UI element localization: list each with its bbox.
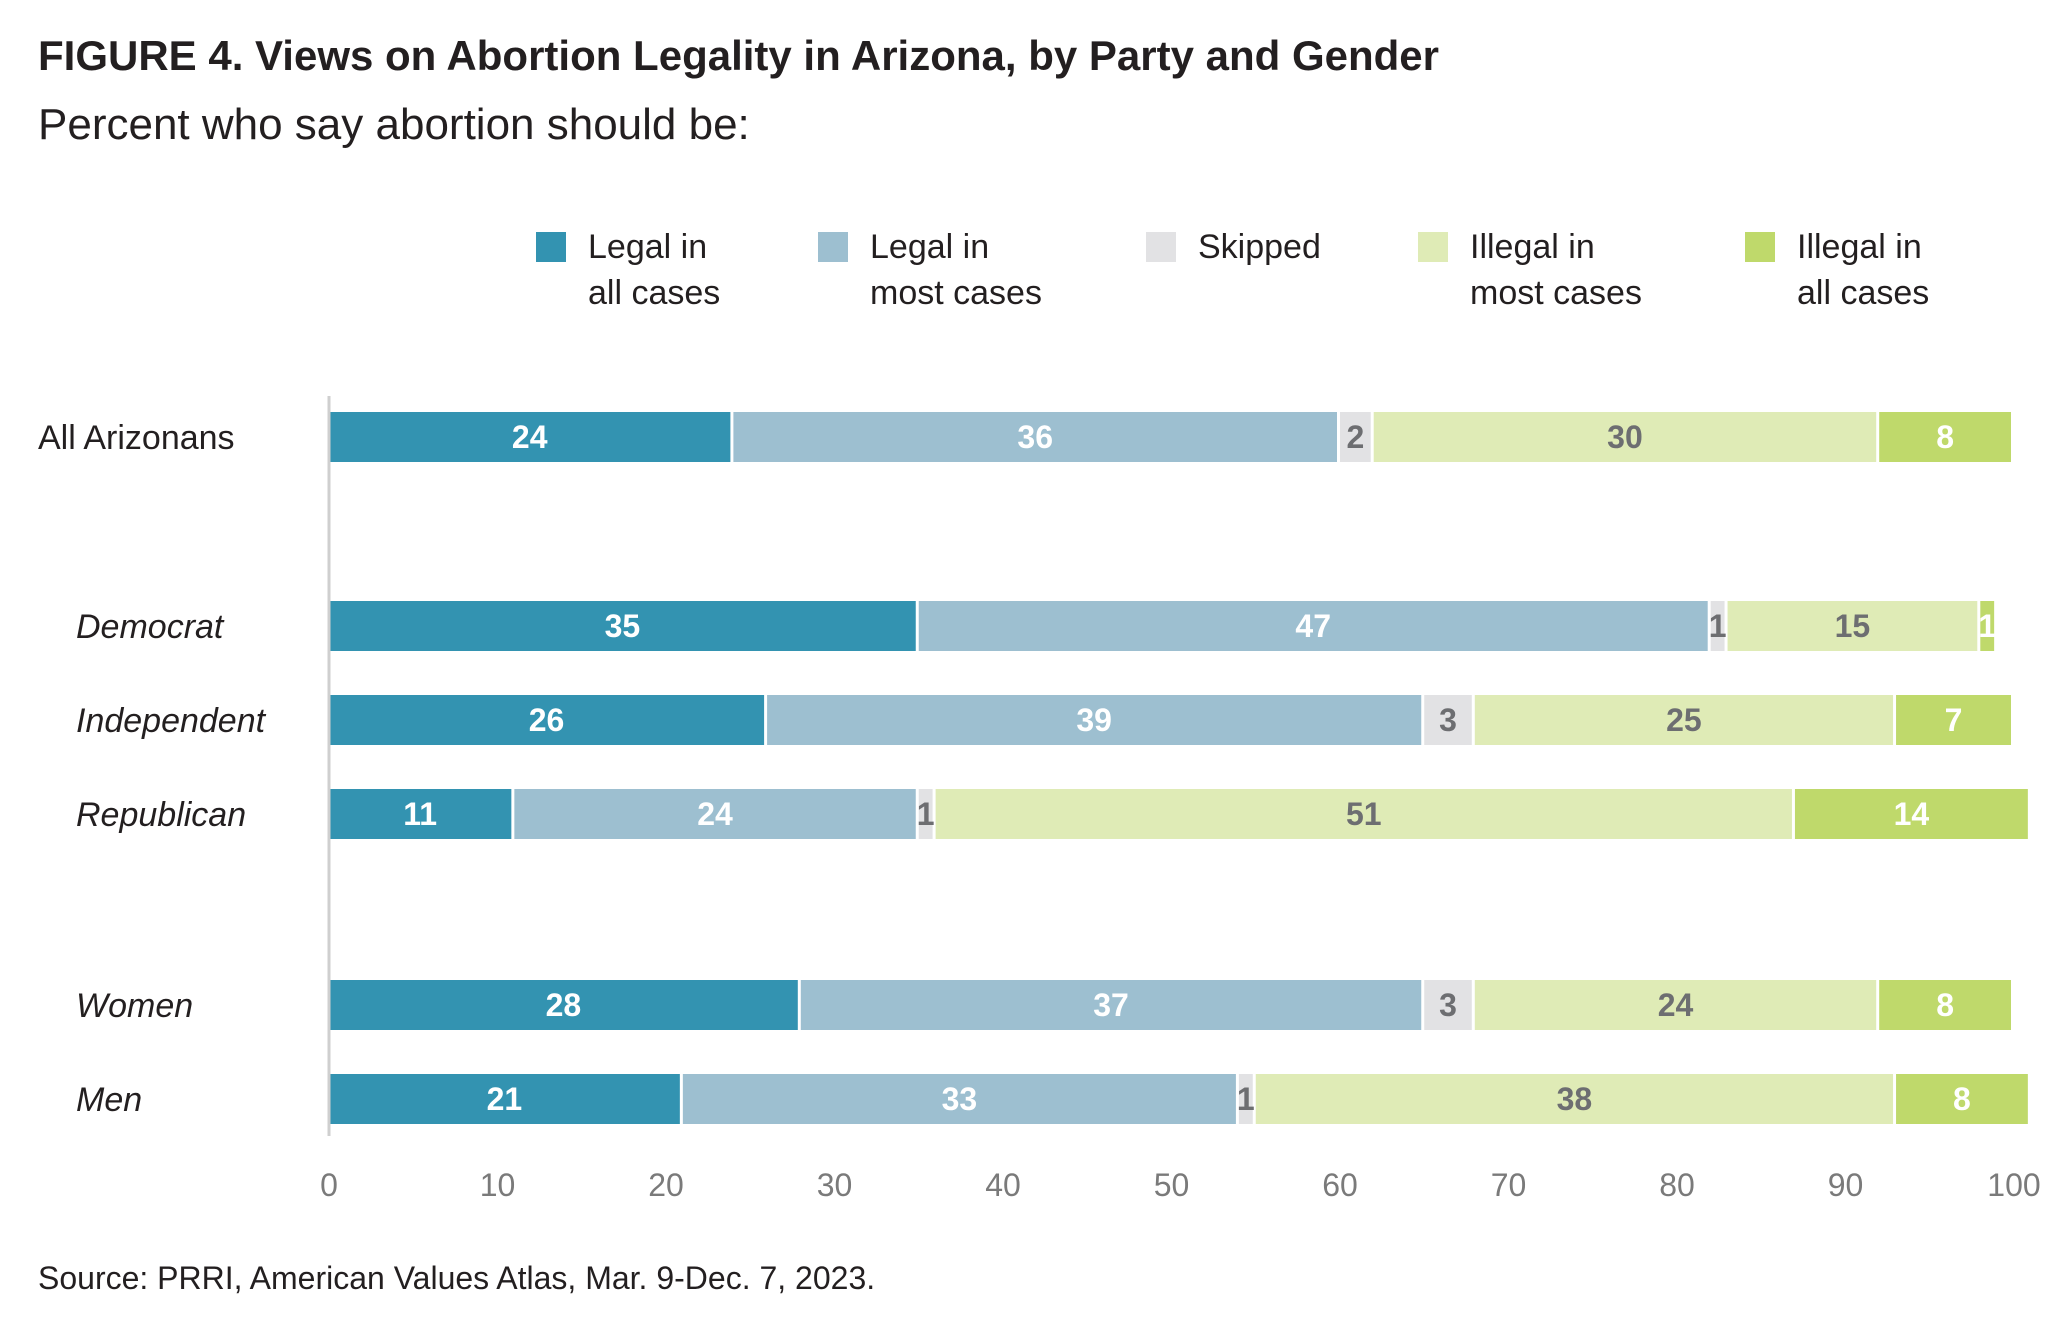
legend-swatch-illegal-in-all-cases [1745, 232, 1775, 262]
bar-republican-illegal-in-all-cases [1794, 789, 2028, 839]
data-label-independent-illegal-in-all-cases: 7 [1945, 702, 1963, 738]
bar-men-illegal-in-all-cases [1896, 1074, 2028, 1124]
x-tick-label-30: 30 [817, 1167, 853, 1203]
bar-republican-skipped [918, 789, 933, 839]
bar-independent-skipped [1424, 695, 1472, 745]
source-note: Source: PRRI, American Values Atlas, Mar… [38, 1260, 876, 1296]
chart-subtitle: Percent who say abortion should be: [38, 100, 750, 149]
category-label-independent: Independent [76, 702, 267, 740]
data-label-independent-legal-in-most-cases: 39 [1076, 702, 1112, 738]
bar-men-legal-in-most-cases [682, 1074, 1236, 1124]
legend-label-illegal-in-most-cases: Illegal in most cases [1470, 228, 1642, 312]
data-label-men-illegal-in-most-cases: 38 [1557, 1081, 1593, 1117]
x-axis-ticks: 0 10 20 30 40 50 60 70 80 90 100 [320, 1167, 2041, 1203]
x-tick-label-60: 60 [1322, 1167, 1358, 1203]
category-label-republican: Republican [76, 796, 246, 834]
data-label-republican-legal-in-all-cases: 11 [403, 796, 437, 832]
legend-swatch-skipped [1146, 232, 1176, 262]
x-tick-label-20: 20 [648, 1167, 684, 1203]
chart-legend: Legal in all cases Legal in most cases Skipp… [536, 228, 1929, 312]
bar-all-arizonans-skipped [1340, 412, 1371, 462]
data-label-democrat-legal-in-most-cases: 47 [1295, 608, 1331, 644]
x-tick-label-40: 40 [985, 1167, 1021, 1203]
x-tick-label-0: 0 [320, 1167, 338, 1203]
data-label-all-arizonans-illegal-in-most-cases: 30 [1607, 419, 1643, 455]
data-label-democrat-illegal-in-all-cases: 1 [1978, 608, 1996, 644]
bar-republican-legal-in-most-cases [514, 789, 916, 839]
data-label-all-arizonans-legal-in-all-cases: 24 [512, 419, 548, 455]
x-tick-label-90: 90 [1828, 1167, 1864, 1203]
legend-swatch-legal-in-most-cases [818, 232, 848, 262]
bar-men-legal-in-all-cases [329, 1074, 680, 1124]
bar-men-skipped [1238, 1074, 1253, 1124]
data-label-republican-illegal-in-most-cases: 51 [1346, 796, 1382, 832]
data-label-republican-skipped: 1 [917, 796, 935, 832]
chart-title: FIGURE 4. Views on Abortion Legality in … [38, 32, 1440, 79]
legend-label-skipped: Skipped [1198, 228, 1321, 266]
bar-all-arizonans-legal-in-all-cases [329, 412, 731, 462]
data-label-all-arizonans-legal-in-most-cases: 36 [1017, 419, 1053, 455]
data-label-democrat-legal-in-all-cases: 35 [605, 608, 641, 644]
x-tick-label-100: 100 [1987, 1167, 2040, 1203]
bar-women-legal-in-all-cases [329, 980, 798, 1030]
bar-women-skipped [1424, 980, 1472, 1030]
legend-label-legal-in-all-cases: Legal in all cases [588, 228, 720, 312]
legend-swatch-illegal-in-most-cases [1418, 232, 1448, 262]
data-label-women-legal-in-all-cases: 28 [546, 987, 582, 1023]
data-label-all-arizonans-skipped: 2 [1346, 419, 1364, 455]
data-label-men-skipped: 1 [1237, 1081, 1255, 1117]
bar-all-arizonans-illegal-in-most-cases [1373, 412, 1877, 462]
category-label-all-arizonans: All Arizonans [38, 419, 235, 457]
data-label-democrat-illegal-in-most-cases: 15 [1835, 608, 1871, 644]
bar-independent-legal-in-most-cases [767, 695, 1422, 745]
bar-democrat-skipped [1710, 601, 1725, 651]
bar-independent-illegal-in-all-cases [1896, 695, 2011, 745]
data-label-men-illegal-in-all-cases: 8 [1953, 1081, 1971, 1117]
bar-women-illegal-in-most-cases [1474, 980, 1877, 1030]
bar-democrat-legal-in-all-cases [329, 601, 916, 651]
x-tick-label-70: 70 [1491, 1167, 1527, 1203]
data-label-independent-legal-in-all-cases: 26 [529, 702, 565, 738]
x-tick-label-80: 80 [1659, 1167, 1695, 1203]
bar-democrat-legal-in-most-cases [918, 601, 1708, 651]
bar-all-arizonans-legal-in-most-cases [733, 412, 1337, 462]
data-label-democrat-skipped: 1 [1709, 608, 1727, 644]
data-label-women-illegal-in-all-cases: 8 [1936, 987, 1954, 1023]
data-label-men-legal-in-most-cases: 33 [942, 1081, 978, 1117]
bar-women-illegal-in-all-cases [1879, 980, 2011, 1030]
legend-label-illegal-in-all-cases: Illegal in all cases [1797, 228, 1929, 312]
data-label-women-illegal-in-most-cases: 24 [1658, 987, 1694, 1023]
legend-label-legal-in-most-cases: Legal in most cases [870, 228, 1042, 312]
bar-democrat-illegal-in-most-cases [1727, 601, 1978, 651]
bar-republican-legal-in-all-cases [329, 789, 512, 839]
legend-swatch-legal-in-all-cases [536, 232, 566, 262]
category-label-women: Women [76, 987, 193, 1025]
data-label-all-arizonans-illegal-in-all-cases: 8 [1936, 419, 1954, 455]
bar-independent-legal-in-all-cases [329, 695, 765, 745]
data-label-women-skipped: 3 [1439, 987, 1457, 1023]
x-tick-label-50: 50 [1154, 1167, 1190, 1203]
data-label-women-legal-in-most-cases: 37 [1093, 987, 1129, 1023]
data-label-republican-legal-in-most-cases: 24 [697, 796, 733, 832]
data-label-independent-illegal-in-most-cases: 25 [1666, 702, 1702, 738]
bar-republican-illegal-in-most-cases [935, 789, 1792, 839]
category-label-men: Men [76, 1081, 142, 1119]
bar-democrat-illegal-in-all-cases [1980, 601, 1995, 651]
bar-independent-illegal-in-most-cases [1474, 695, 1894, 745]
data-label-independent-skipped: 3 [1439, 702, 1457, 738]
data-label-men-legal-in-all-cases: 21 [487, 1081, 523, 1117]
category-label-democrat: Democrat [76, 608, 225, 646]
bar-all-arizonans-illegal-in-all-cases [1879, 412, 2011, 462]
data-label-republican-illegal-in-all-cases: 14 [1894, 796, 1930, 832]
x-tick-label-10: 10 [480, 1167, 516, 1203]
category-labels: All Arizonans Democrat Independent Republic… [38, 419, 267, 1119]
bar-women-legal-in-most-cases [800, 980, 1422, 1030]
bar-men-illegal-in-most-cases [1255, 1074, 1894, 1124]
